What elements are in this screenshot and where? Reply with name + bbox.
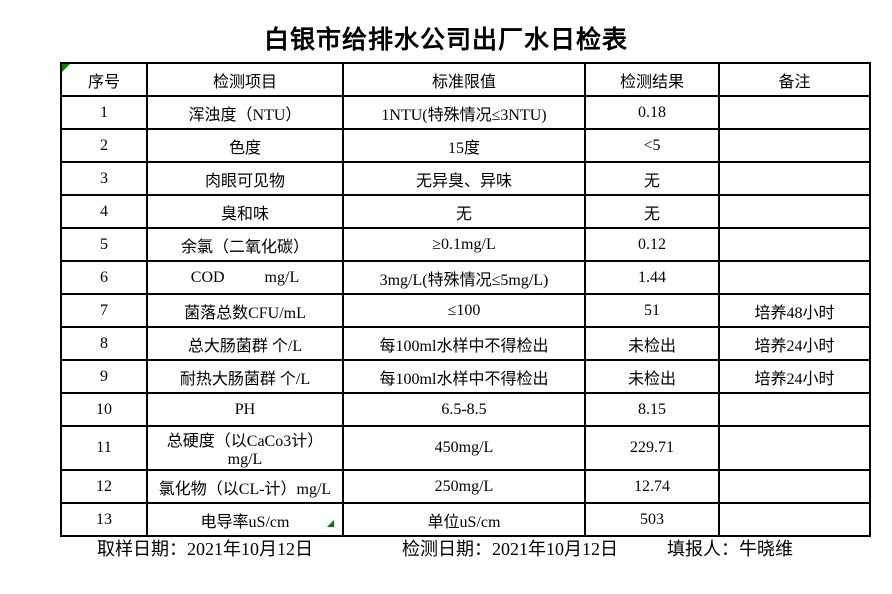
cell-remark [718, 260, 871, 295]
cell-limit-value: 无异臭、异味 [342, 161, 586, 196]
cell-test-item: 臭和味 [146, 194, 344, 229]
cell-remark: 培养24小时 [718, 326, 871, 361]
cell-row-number: 9 [60, 359, 148, 394]
table-row: 2 色度 15度 <5 [60, 128, 871, 163]
cell-result: 229.71 [584, 425, 720, 471]
table-row: 5 余氯（二氧化碳） ≥0.1mg/L 0.12 [60, 227, 871, 262]
header-cell-no: 序号 [60, 62, 148, 97]
cell-test-item: 总硬度（以CaCo3计）mg/L [146, 425, 344, 471]
cell-row-number: 13 [60, 502, 148, 537]
table-row: 8 总大肠菌群 个/L 每100ml水样中不得检出 未检出 培养24小时 [60, 326, 871, 361]
table-body: 1 浑浊度（NTU） 1NTU(特殊情况≤3NTU) 0.18 2 色度 15度… [60, 95, 871, 537]
cell-test-item: 肉眼可见物 [146, 161, 344, 196]
table-row: 10 PH 6.5-8.5 8.15 [60, 392, 871, 427]
cell-test-item: 浑浊度（NTU） [146, 95, 344, 130]
table-row: 4 臭和味 无 无 [60, 194, 871, 229]
table-row: 13 电导率uS/cm 单位uS/cm 503 [60, 502, 871, 537]
cell-limit-value: ≤100 [342, 293, 586, 328]
cell-limit-value: 每100ml水样中不得检出 [342, 326, 586, 361]
footer: 取样日期：2021年10月12日 检测日期：2021年10月12日 填报人：牛晓… [0, 535, 892, 559]
cell-limit-value: 每100ml水样中不得检出 [342, 359, 586, 394]
cell-remark: 培养48小时 [718, 293, 871, 328]
cell-remark [718, 128, 871, 163]
table-row: 1 浑浊度（NTU） 1NTU(特殊情况≤3NTU) 0.18 [60, 95, 871, 130]
cell-test-item: 电导率uS/cm [146, 502, 344, 537]
cell-remark [718, 469, 871, 504]
cell-row-number: 4 [60, 194, 148, 229]
cell-row-number: 12 [60, 469, 148, 504]
cell-result: 8.15 [584, 392, 720, 427]
sampling-date-label: 取样日期：2021年10月12日 [97, 539, 313, 559]
cell-test-item: 氯化物（以CL-计）mg/L [146, 469, 344, 504]
cell-row-number: 10 [60, 392, 148, 427]
cell-limit-value: 15度 [342, 128, 586, 163]
cell-remark [718, 161, 871, 196]
cell-test-item: COD mg/L [146, 260, 344, 295]
cell-limit-value: 1NTU(特殊情况≤3NTU) [342, 95, 586, 130]
table-row: 7 菌落总数CFU/mL ≤100 51 培养48小时 [60, 293, 871, 328]
page-title: 白银市给排水公司出厂水日检表 [263, 27, 628, 54]
cell-limit-value: 450mg/L [342, 425, 586, 471]
cell-result: 12.74 [584, 469, 720, 504]
header-cell-item: 检测项目 [146, 62, 344, 97]
cell-row-number: 5 [60, 227, 148, 262]
table-row: 3 肉眼可见物 无异臭、异味 无 [60, 161, 871, 196]
cell-row-number: 6 [60, 260, 148, 295]
cell-row-number: 7 [60, 293, 148, 328]
cell-result: 503 [584, 502, 720, 537]
cell-limit-value: 单位uS/cm [342, 502, 586, 537]
cell-row-number: 1 [60, 95, 148, 130]
table-row: 6 COD mg/L 3mg/L(特殊情况≤5mg/L) 1.44 [60, 260, 871, 295]
cell-limit-value: 6.5-8.5 [342, 392, 586, 427]
cell-result: 0.18 [584, 95, 720, 130]
cell-row-number: 11 [60, 425, 148, 471]
cell-row-number: 2 [60, 128, 148, 163]
cell-test-item: 余氯（二氧化碳） [146, 227, 344, 262]
cell-remark [718, 194, 871, 229]
table-row: 9 耐热大肠菌群 个/L 每100ml水样中不得检出 未检出 培养24小时 [60, 359, 871, 394]
cell-remark [718, 95, 871, 130]
cell-test-item: 色度 [146, 128, 344, 163]
cell-result: 未检出 [584, 359, 720, 394]
header-cell-note: 备注 [718, 62, 871, 97]
cell-result: 无 [584, 194, 720, 229]
cell-result: <5 [584, 128, 720, 163]
cell-test-item: 耐热大肠菌群 个/L [146, 359, 344, 394]
cell-test-item: 菌落总数CFU/mL [146, 293, 344, 328]
cell-result: 无 [584, 161, 720, 196]
cell-result: 1.44 [584, 260, 720, 295]
cell-remark [718, 392, 871, 427]
cell-remark [718, 502, 871, 537]
cell-remark [718, 227, 871, 262]
cell-test-item: 总大肠菌群 个/L [146, 326, 344, 361]
header-cell-limit: 标准限值 [342, 62, 586, 97]
reporter-label: 填报人：牛晓维 [667, 539, 793, 559]
cell-limit-value: ≥0.1mg/L [342, 227, 586, 262]
header-row: 序号 检测项目 标准限值 检测结果 备注 [60, 62, 871, 97]
inspection-table: 序号 检测项目 标准限值 检测结果 备注 1 浑浊度（NTU） 1NTU(特殊情… [60, 62, 871, 537]
cell-test-item: PH [146, 392, 344, 427]
table-header: 序号 检测项目 标准限值 检测结果 备注 [60, 62, 871, 97]
cell-result: 51 [584, 293, 720, 328]
header-cell-result: 检测结果 [584, 62, 720, 97]
test-date-label: 检测日期：2021年10月12日 [402, 539, 618, 559]
cell-limit-value: 250mg/L [342, 469, 586, 504]
cell-remark: 培养24小时 [718, 359, 871, 394]
cell-result: 未检出 [584, 326, 720, 361]
cell-remark [718, 425, 871, 471]
table-row: 12 氯化物（以CL-计）mg/L 250mg/L 12.74 [60, 469, 871, 504]
cell-row-number: 3 [60, 161, 148, 196]
table-row: 11 总硬度（以CaCo3计）mg/L 450mg/L 229.71 [60, 425, 871, 471]
cell-row-number: 8 [60, 326, 148, 361]
cell-limit-value: 3mg/L(特殊情况≤5mg/L) [342, 260, 586, 295]
cell-result: 0.12 [584, 227, 720, 262]
cell-limit-value: 无 [342, 194, 586, 229]
